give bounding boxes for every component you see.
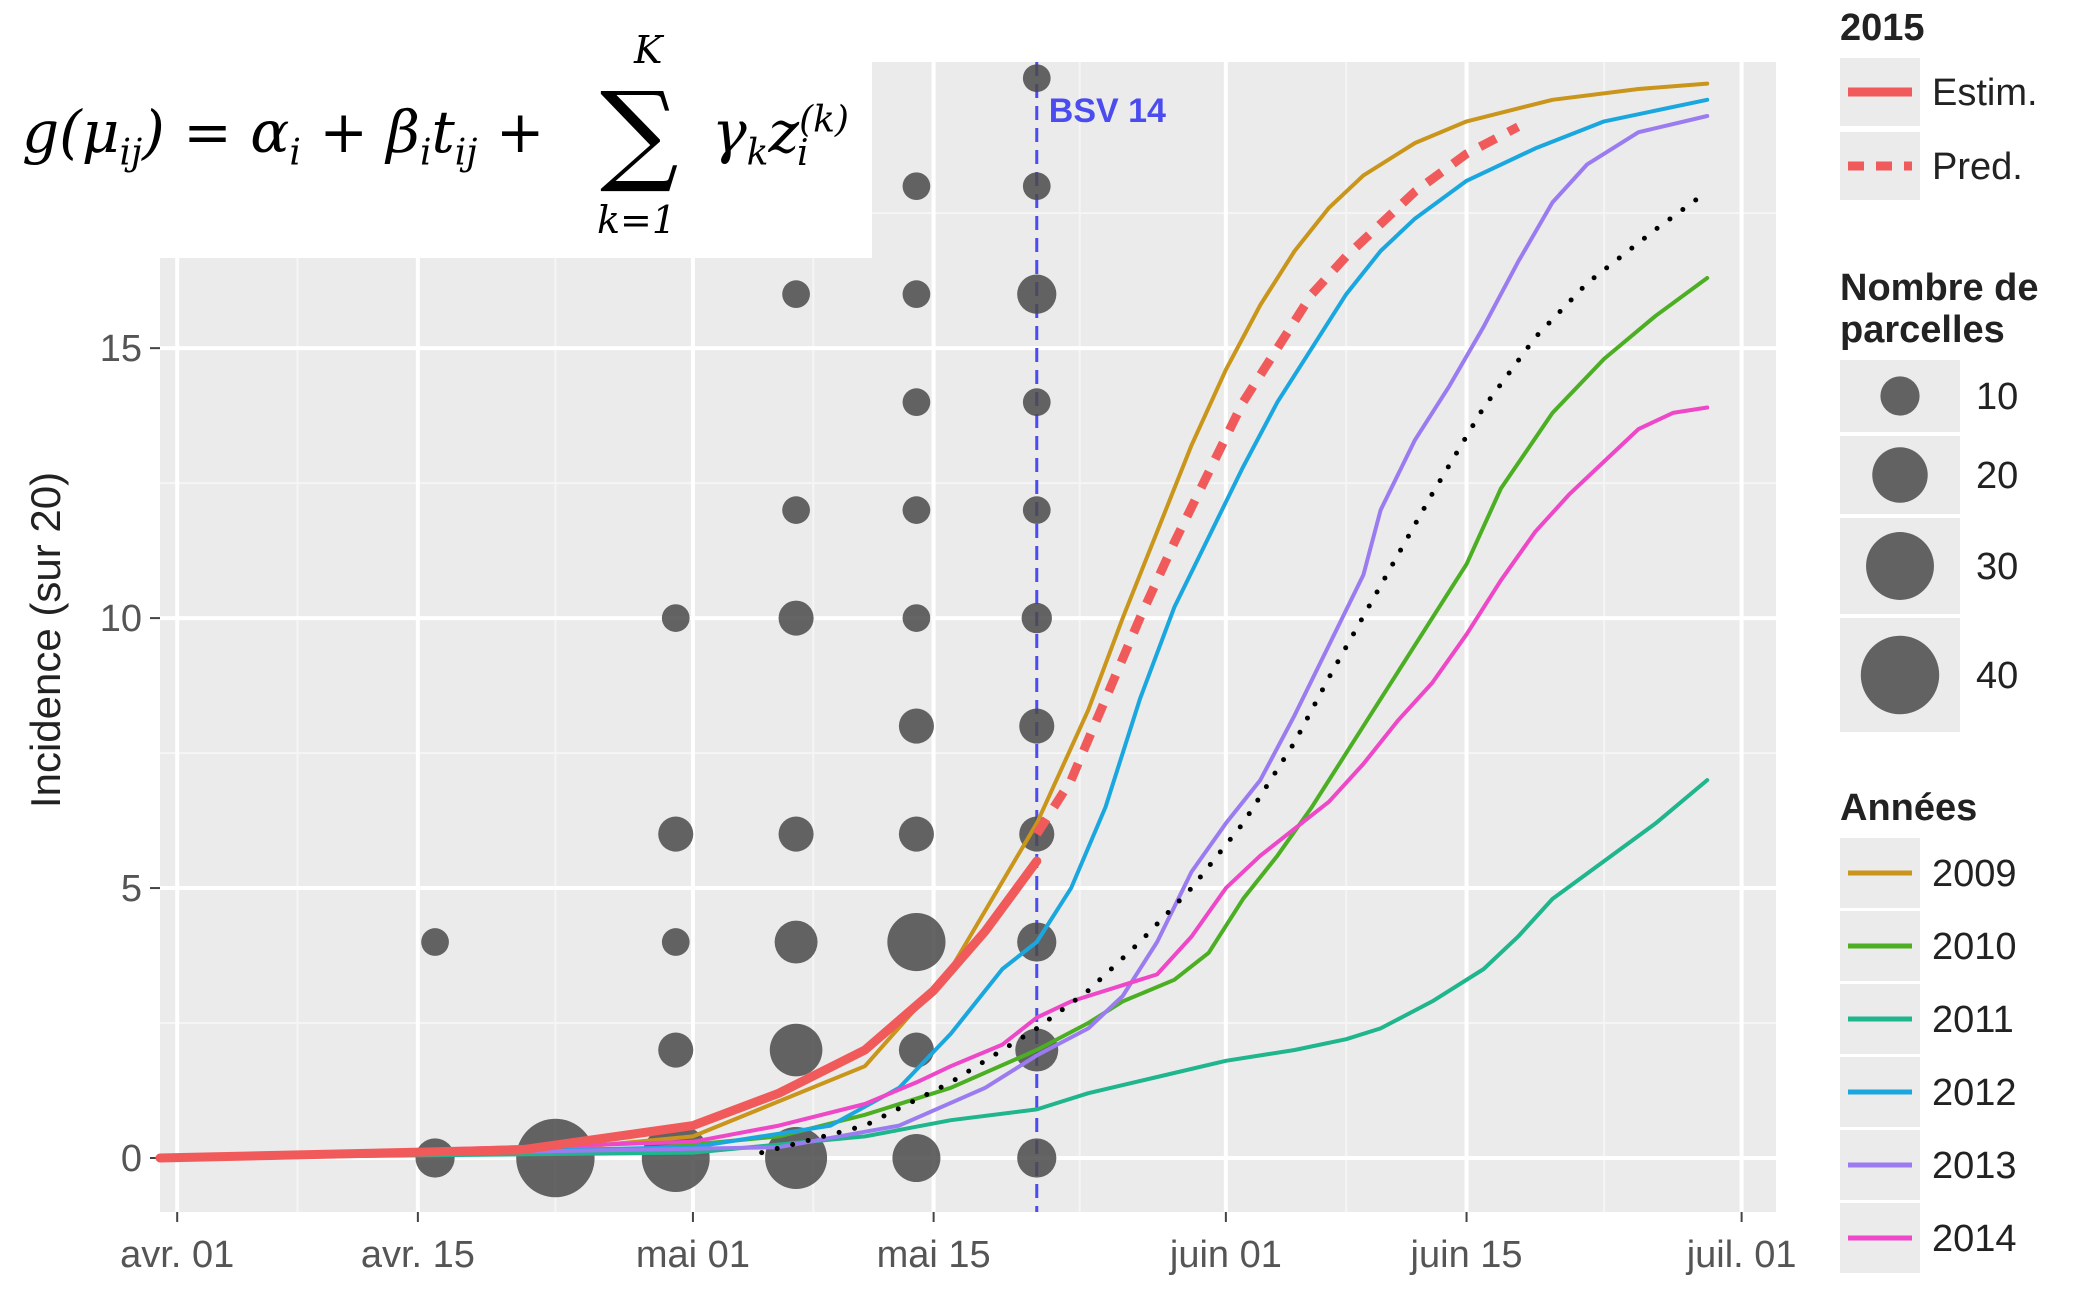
observation-point bbox=[778, 816, 814, 852]
legend-title-parcelles: parcelles bbox=[1840, 309, 2005, 351]
observation-point bbox=[902, 388, 931, 417]
legend-label: Estim. bbox=[1932, 72, 2038, 114]
series-line-2010 bbox=[158, 276, 1710, 1160]
observation-point bbox=[902, 172, 931, 201]
legend-label: 20 bbox=[1976, 455, 2018, 497]
observation-point bbox=[1021, 602, 1052, 634]
sum-upper-limit: K bbox=[634, 28, 663, 72]
y-tick-label: 15 bbox=[100, 328, 142, 370]
series-line-2013 bbox=[158, 114, 1710, 1160]
observation-point bbox=[892, 1133, 941, 1183]
x-tick-label: juil. 01 bbox=[1686, 1234, 1797, 1276]
series-line-reference bbox=[759, 189, 1710, 1156]
x-tick-label: mai 15 bbox=[877, 1234, 991, 1276]
sum-lower-limit: k=1 bbox=[597, 198, 677, 242]
y-axis-label: Incidence (sur 20) bbox=[22, 472, 69, 808]
observation-point bbox=[902, 604, 931, 632]
sum-symbol: ∑ bbox=[600, 68, 679, 196]
observation-point bbox=[421, 928, 449, 956]
legend-label: 2013 bbox=[1932, 1145, 2017, 1187]
formula-sum-term: γkz(k)i bbox=[712, 98, 849, 174]
y-tick-label: 10 bbox=[100, 598, 142, 640]
legend-label: 2014 bbox=[1932, 1218, 2017, 1260]
observation-point bbox=[902, 280, 931, 309]
x-tick-label: avr. 15 bbox=[361, 1234, 475, 1276]
observation-point bbox=[887, 912, 946, 972]
observation-point bbox=[658, 1032, 694, 1068]
legend-label: Pred. bbox=[1932, 146, 2023, 188]
observation-point bbox=[782, 496, 810, 524]
y-tick-label: 0 bbox=[121, 1138, 142, 1180]
observation-point bbox=[1022, 388, 1051, 417]
axis-ticks: avr. 01 avr. 15 mai 01 mai 15 juin 01 juin 15… bbox=[100, 328, 1797, 1276]
y-tick-label: 5 bbox=[121, 868, 142, 910]
legend-size-circle bbox=[1860, 635, 1940, 715]
legend-size-circle bbox=[1866, 532, 1934, 600]
observation-point bbox=[782, 280, 810, 309]
observation-point bbox=[1022, 64, 1051, 93]
series-line-estim- bbox=[155, 856, 1042, 1163]
legend-label: 2011 bbox=[1932, 999, 2014, 1041]
observation-point bbox=[778, 600, 814, 636]
legend-label: 2010 bbox=[1932, 926, 2017, 968]
observation-point bbox=[1022, 172, 1051, 201]
x-tick-label: avr. 01 bbox=[120, 1234, 234, 1276]
legend-label: 2009 bbox=[1932, 853, 2017, 895]
observation-point bbox=[898, 708, 934, 744]
bsv-line: BSV 14 bbox=[1035, 62, 1166, 1212]
legend-title-annees: Années bbox=[1840, 787, 1977, 829]
observation-point bbox=[902, 496, 931, 524]
legend-label: 30 bbox=[1976, 546, 2018, 588]
series-line-2014 bbox=[158, 405, 1710, 1160]
legend-label: 2012 bbox=[1932, 1072, 2017, 1114]
series-line-2011 bbox=[158, 778, 1710, 1160]
observation-point bbox=[774, 920, 818, 964]
observation-point bbox=[769, 1023, 823, 1077]
legend-label: 10 bbox=[1976, 376, 2018, 418]
observation-point bbox=[661, 928, 690, 956]
model-formula: g(μij) = αi + βitij + K ∑ k=1 γkz(k)i bbox=[22, 28, 872, 258]
observation-point bbox=[658, 816, 694, 852]
legend-size-circle bbox=[1880, 376, 1920, 416]
observation-point bbox=[898, 816, 934, 852]
series-line-2012 bbox=[158, 97, 1710, 1160]
series-line-2009 bbox=[158, 81, 1710, 1160]
observation-point bbox=[661, 604, 690, 632]
observation-point bbox=[898, 1032, 934, 1068]
series-lines bbox=[155, 81, 1710, 1163]
observation-point bbox=[1017, 1138, 1057, 1178]
x-tick-label: juin 15 bbox=[1410, 1234, 1523, 1276]
observation-point bbox=[1019, 708, 1055, 744]
x-tick-label: mai 01 bbox=[636, 1234, 750, 1276]
legend-label: 40 bbox=[1976, 655, 2018, 697]
observation-point bbox=[415, 1138, 455, 1178]
legend-size-circle bbox=[1872, 447, 1928, 503]
bsv-label: BSV 14 bbox=[1049, 92, 1166, 130]
legend-title-2015: 2015 bbox=[1840, 7, 1925, 49]
legend-title-parcelles: Nombre de bbox=[1840, 267, 2038, 309]
observation-point bbox=[516, 1118, 595, 1198]
observation-point bbox=[1022, 496, 1051, 524]
observation-point bbox=[1017, 274, 1057, 314]
x-tick-label: juin 01 bbox=[1169, 1234, 1282, 1276]
series-line-pred- bbox=[1033, 122, 1521, 837]
formula-lhs: g(μij) = αi + βitij + bbox=[22, 98, 545, 174]
